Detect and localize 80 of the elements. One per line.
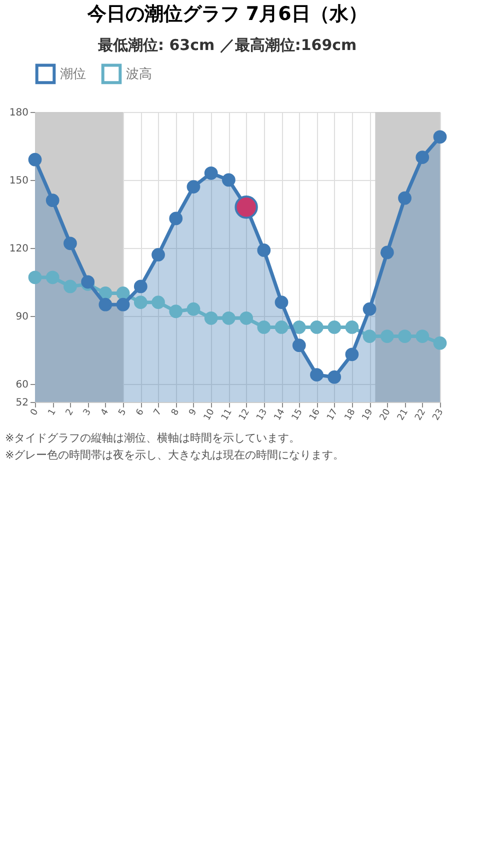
legend-label: 波高: [126, 66, 152, 82]
point: [28, 270, 42, 284]
point: [134, 280, 148, 294]
point: [257, 320, 271, 334]
x-tick-label: 9: [188, 407, 200, 418]
x-tick-label: 2: [64, 408, 76, 418]
x-tick-label: 16: [308, 407, 323, 422]
text: ※グレー色の時間帯は夜を示し、大きな丸は現在の時間になります。: [5, 448, 344, 462]
y-tick-label: 150: [9, 175, 28, 186]
x-tick-label: 1: [46, 408, 58, 418]
text: ※タイドグラフの縦軸は潮位、横軸は時間を示しています。: [5, 432, 300, 444]
point: [380, 330, 394, 343]
point: [345, 348, 359, 362]
point: [222, 173, 236, 187]
point: [380, 246, 394, 260]
point: [362, 302, 376, 316]
y-tick-label: 180: [9, 108, 28, 118]
point: [169, 212, 183, 226]
point: [152, 296, 165, 309]
point: [28, 152, 42, 166]
point: [152, 248, 165, 262]
point: [292, 338, 306, 352]
point: [134, 296, 148, 309]
x-tick-label: 6: [134, 407, 146, 418]
point: [204, 311, 218, 325]
x-tick-label: 19: [360, 407, 376, 422]
legend-label: 潮位: [60, 66, 86, 82]
point: [328, 370, 342, 384]
x-tick-label: 21: [396, 408, 410, 422]
point: [433, 336, 447, 350]
x-tick-label: 7: [152, 408, 164, 418]
x-tick-label: 22: [414, 408, 428, 422]
x-tick-label: 20: [378, 407, 394, 422]
chart-title: 今日の潮位グラフ 7月6日（水）: [86, 3, 368, 25]
x-tick-label: 13: [255, 408, 270, 422]
x-tick-label: 14: [272, 407, 288, 422]
y-tick-label: 52: [16, 398, 28, 408]
point: [116, 298, 130, 312]
point: [310, 320, 324, 334]
point: [186, 180, 200, 194]
point: [257, 244, 271, 257]
point: [416, 150, 430, 164]
point: [398, 191, 412, 205]
x-tick-label: 8: [170, 407, 182, 418]
point: [46, 194, 60, 208]
x-tick-label: 23: [431, 408, 446, 422]
point: [310, 368, 324, 382]
point: [240, 311, 254, 325]
point: [416, 330, 430, 343]
point: [398, 330, 412, 343]
point: [116, 286, 130, 300]
chart-subtitle: 最低潮位: 63cm ／最高潮位:169cm: [97, 36, 357, 54]
x-tick-label: 3: [82, 408, 94, 418]
point: [204, 166, 218, 180]
x-tick-label: 15: [290, 408, 305, 422]
point: [64, 236, 77, 250]
point: [274, 296, 288, 309]
x-tick-label: 0: [29, 407, 41, 418]
point: [328, 320, 342, 334]
point: [345, 320, 359, 334]
y-tick-label: 120: [9, 243, 28, 254]
point: [234, 196, 258, 219]
point: [98, 286, 112, 300]
point: [169, 304, 183, 318]
x-tick-label: 18: [343, 407, 358, 422]
point: [64, 280, 77, 294]
y-tick-label: 90: [16, 311, 28, 322]
x-tick-label: 10: [202, 407, 217, 422]
x-tick-label: 5: [117, 408, 129, 418]
x-tick-label: 4: [100, 407, 112, 418]
point: [362, 330, 376, 343]
point: [274, 320, 288, 334]
y-tick-label: 60: [16, 379, 28, 390]
point: [186, 302, 200, 316]
point: [46, 270, 60, 284]
x-tick-label: 11: [220, 408, 234, 422]
x-tick-label: 12: [238, 408, 252, 422]
x-tick-label: 17: [326, 408, 340, 422]
point: [222, 311, 236, 325]
point: [292, 320, 306, 334]
